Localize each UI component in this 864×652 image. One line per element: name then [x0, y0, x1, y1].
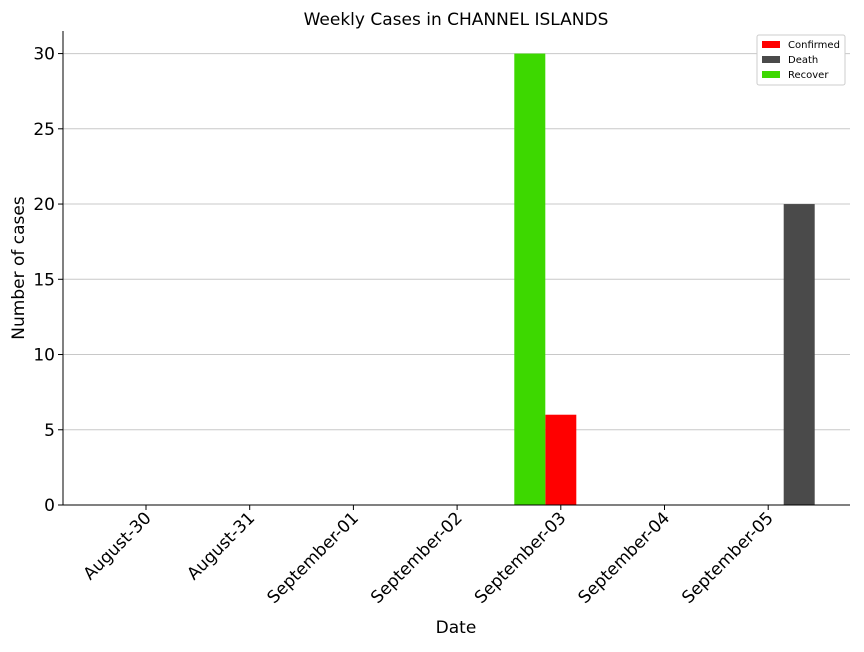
x-tick-label: September-04	[575, 508, 674, 607]
x-tick-label: September-03	[471, 508, 570, 607]
legend-swatch	[762, 71, 780, 78]
legend-swatch	[762, 41, 780, 48]
y-tick-label: 10	[33, 346, 55, 366]
x-ticks: August-30 August-31 September-01 September-…	[80, 505, 778, 608]
legend-label: Recover	[788, 70, 829, 81]
legend-label: Confirmed	[788, 40, 840, 51]
bar-confirmed	[545, 414, 577, 505]
y-tick-label: 20	[33, 195, 55, 215]
bar-death	[783, 204, 815, 506]
chart-title: Weekly Cases in CHANNEL ISLANDS	[304, 10, 609, 30]
axes	[62, 31, 850, 506]
x-tick-label: August-30	[80, 508, 156, 584]
legend-label: Death	[788, 55, 818, 66]
x-tick-label: August-31	[183, 508, 259, 584]
y-tick-label: 5	[44, 421, 55, 441]
y-tick-label: 15	[33, 270, 55, 290]
x-tick-label: September-05	[678, 508, 777, 607]
grid-lines	[63, 53, 850, 431]
y-axis-label: Number of cases	[9, 196, 29, 340]
bar-recover	[514, 53, 546, 505]
bars	[514, 53, 815, 506]
legend-swatch	[762, 56, 780, 63]
y-tick-label: 30	[33, 45, 55, 65]
x-axis-label: Date	[436, 618, 477, 638]
x-tick-label: September-01	[263, 508, 362, 607]
y-tick-label: 0	[44, 496, 55, 516]
y-tick-label: 25	[33, 120, 55, 140]
y-ticks: 0 5 10 15 20 25 30	[33, 45, 63, 516]
x-tick-label: September-02	[367, 508, 466, 607]
legend: Confirmed Death Recover	[756, 34, 846, 86]
